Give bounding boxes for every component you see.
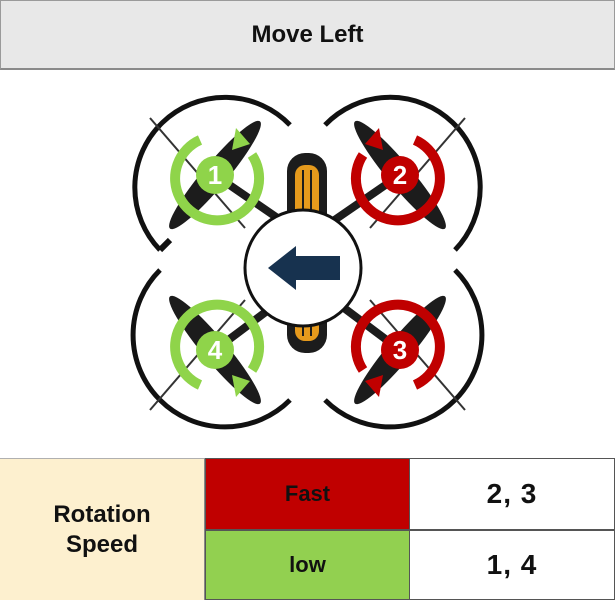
- rotation-ring-2: [350, 128, 445, 226]
- rotation-speed-label: Rotation Speed: [53, 500, 151, 558]
- motor-number-4: 4: [208, 335, 223, 365]
- motor-number-1: 1: [208, 160, 222, 190]
- rotation-ring-1: [170, 128, 265, 226]
- drone-diagram: 1 2 3 4: [130, 94, 485, 430]
- rotation-speed-table: Rotation Speed Fast 2, 3 low 1, 4: [0, 458, 615, 600]
- low-label: low: [289, 552, 326, 577]
- rotation-speed-label-cell: Rotation Speed: [0, 458, 205, 600]
- direction-indicator: [243, 208, 363, 328]
- low-motors: 1, 4: [486, 549, 538, 580]
- fast-label: Fast: [284, 481, 331, 506]
- fast-motors-cell: 2, 3: [410, 458, 615, 530]
- low-cell: low: [205, 530, 410, 600]
- rotation-ring-3: [350, 299, 445, 397]
- fast-motors: 2, 3: [486, 478, 538, 509]
- title-bar: Move Left: [0, 0, 615, 70]
- motor-number-2: 2: [393, 160, 407, 190]
- rotation-ring-4: [170, 299, 265, 397]
- motor-number-3: 3: [393, 335, 407, 365]
- page-title: Move Left: [251, 20, 364, 48]
- arrow-left-icon: [268, 246, 340, 290]
- low-motors-cell: 1, 4: [410, 530, 615, 600]
- fast-cell: Fast: [205, 458, 410, 530]
